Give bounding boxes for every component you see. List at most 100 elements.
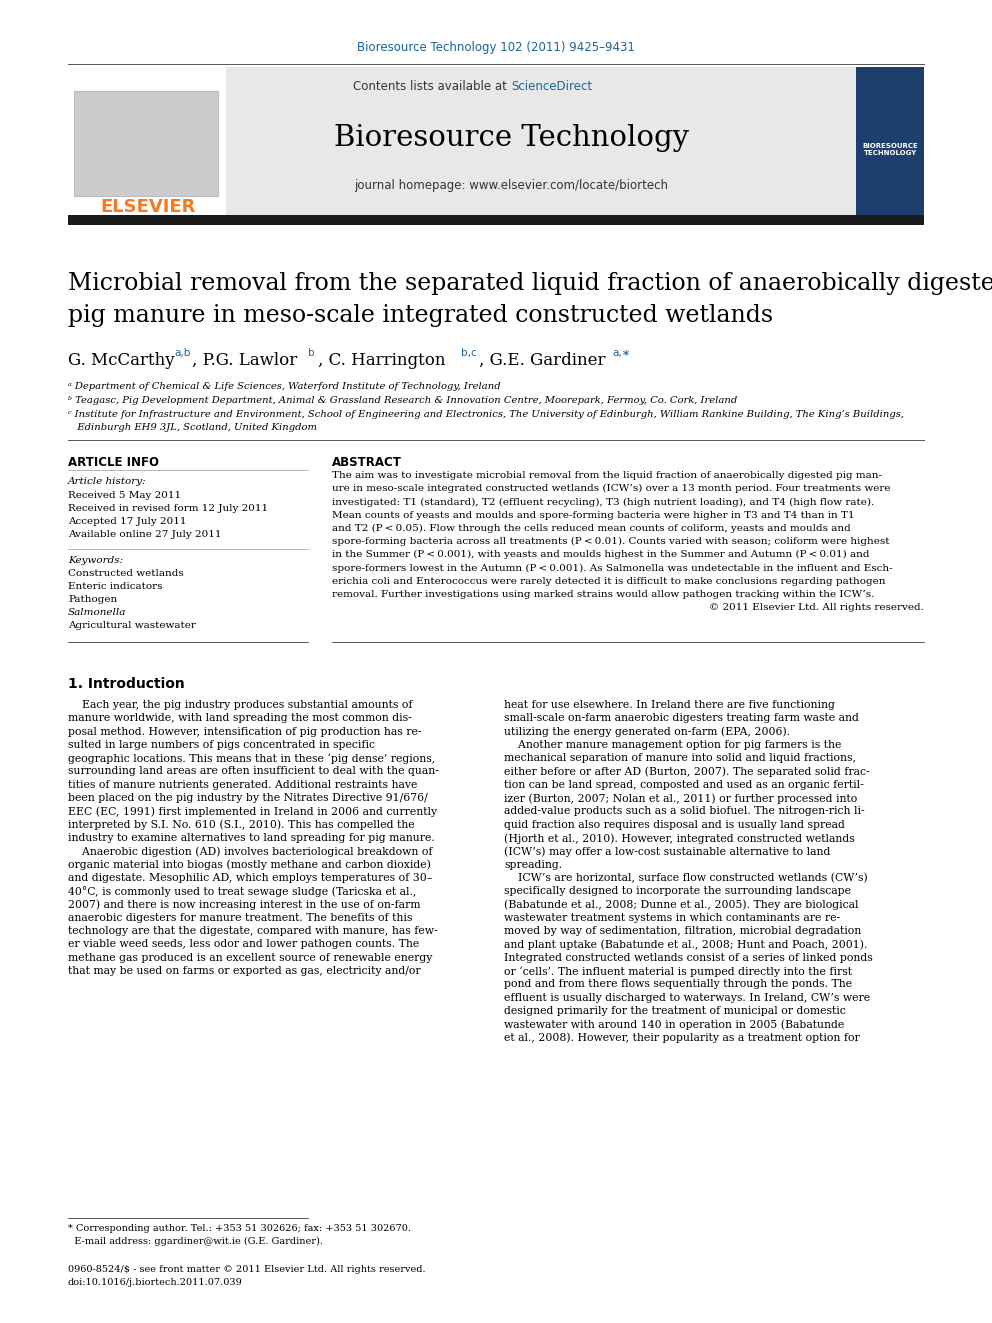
Text: or ‘cells’. The influent material is pumped directly into the first: or ‘cells’. The influent material is pum… — [504, 966, 852, 976]
Text: methane gas produced is an excellent source of renewable energy: methane gas produced is an excellent sou… — [68, 953, 433, 963]
Text: er viable weed seeds, less odor and lower pathogen counts. The: er viable weed seeds, less odor and lowe… — [68, 939, 420, 950]
Text: pond and from there flows sequentially through the ponds. The: pond and from there flows sequentially t… — [504, 979, 852, 990]
Text: Available online 27 July 2011: Available online 27 July 2011 — [68, 531, 221, 538]
Text: been placed on the pig industry by the Nitrates Directive 91/676/: been placed on the pig industry by the N… — [68, 792, 428, 803]
Text: ᶜ Institute for Infrastructure and Environment, School of Engineering and Electr: ᶜ Institute for Infrastructure and Envir… — [68, 410, 904, 419]
Text: Another manure management option for pig farmers is the: Another manure management option for pig… — [504, 740, 841, 750]
Bar — [68, 216, 924, 225]
Text: Contents lists available at: Contents lists available at — [353, 81, 511, 94]
Text: and digestate. Mesophilic AD, which employs temperatures of 30–: and digestate. Mesophilic AD, which empl… — [68, 873, 433, 882]
Text: technology are that the digestate, compared with manure, has few-: technology are that the digestate, compa… — [68, 926, 437, 937]
Text: industry to examine alternatives to land spreading for pig manure.: industry to examine alternatives to land… — [68, 833, 434, 843]
Text: Anaerobic digestion (AD) involves bacteriological breakdown of: Anaerobic digestion (AD) involves bacter… — [68, 847, 433, 857]
Text: ABSTRACT: ABSTRACT — [332, 456, 402, 468]
Text: specifically designed to incorporate the surrounding landscape: specifically designed to incorporate the… — [504, 886, 851, 896]
Text: pig manure in meso-scale integrated constructed wetlands: pig manure in meso-scale integrated cons… — [68, 304, 773, 327]
Bar — [68, 67, 226, 216]
Text: Each year, the pig industry produces substantial amounts of: Each year, the pig industry produces sub… — [68, 700, 413, 710]
Text: investigated: T1 (standard), T2 (effluent recycling), T3 (high nutrient loading): investigated: T1 (standard), T2 (effluen… — [332, 497, 874, 507]
Text: Bioresource Technology: Bioresource Technology — [333, 124, 688, 152]
Text: Constructed wetlands: Constructed wetlands — [68, 569, 184, 578]
Text: The aim was to investigate microbial removal from the liquid fraction of anaerob: The aim was to investigate microbial rem… — [332, 471, 882, 480]
Text: Accepted 17 July 2011: Accepted 17 July 2011 — [68, 517, 186, 527]
Text: Enteric indicators: Enteric indicators — [68, 582, 163, 591]
Text: manure worldwide, with land spreading the most common dis-: manure worldwide, with land spreading th… — [68, 713, 412, 724]
Text: organic material into biogas (mostly methane and carbon dioxide): organic material into biogas (mostly met… — [68, 860, 431, 871]
Text: in the Summer (P < 0.001), with yeasts and moulds highest in the Summer and Autu: in the Summer (P < 0.001), with yeasts a… — [332, 550, 870, 560]
Text: anaerobic digesters for manure treatment. The benefits of this: anaerobic digesters for manure treatment… — [68, 913, 413, 923]
Text: doi:10.1016/j.biortech.2011.07.039: doi:10.1016/j.biortech.2011.07.039 — [68, 1278, 243, 1287]
Text: ure in meso-scale integrated constructed wetlands (ICW’s) over a 13 month period: ure in meso-scale integrated constructed… — [332, 484, 891, 493]
Text: Integrated constructed wetlands consist of a series of linked ponds: Integrated constructed wetlands consist … — [504, 953, 873, 963]
Text: Microbial removal from the separated liquid fraction of anaerobically digested: Microbial removal from the separated liq… — [68, 273, 992, 295]
Text: (ICW’s) may offer a low-cost sustainable alternative to land: (ICW’s) may offer a low-cost sustainable… — [504, 847, 830, 857]
Text: erichia coli and Enterococcus were rarely detected it is difficult to make concl: erichia coli and Enterococcus were rarel… — [332, 577, 886, 586]
Text: posal method. However, intensification of pig production has re-: posal method. However, intensification o… — [68, 726, 422, 737]
Text: sulted in large numbers of pigs concentrated in specific: sulted in large numbers of pigs concentr… — [68, 740, 375, 750]
Text: izer (Burton, 2007; Nolan et al., 2011) or further processed into: izer (Burton, 2007; Nolan et al., 2011) … — [504, 792, 857, 803]
Text: interpreted by S.I. No. 610 (S.I., 2010). This has compelled the: interpreted by S.I. No. 610 (S.I., 2010)… — [68, 820, 415, 831]
Text: and T2 (P < 0.05). Flow through the cells reduced mean counts of coliform, yeast: and T2 (P < 0.05). Flow through the cell… — [332, 524, 851, 533]
Text: mechanical separation of manure into solid and liquid fractions,: mechanical separation of manure into sol… — [504, 753, 856, 763]
Text: ICW’s are horizontal, surface flow constructed wetlands (CW’s): ICW’s are horizontal, surface flow const… — [504, 873, 868, 884]
Text: geographic locations. This means that in these ‘pig dense’ regions,: geographic locations. This means that in… — [68, 753, 435, 763]
Text: heat for use elsewhere. In Ireland there are five functioning: heat for use elsewhere. In Ireland there… — [504, 700, 835, 710]
Text: either before or after AD (Burton, 2007). The separated solid frac-: either before or after AD (Burton, 2007)… — [504, 766, 870, 777]
Text: ARTICLE INFO: ARTICLE INFO — [68, 456, 159, 468]
Text: tities of manure nutrients generated. Additional restraints have: tities of manure nutrients generated. Ad… — [68, 779, 418, 790]
Text: (Babatunde et al., 2008; Dunne et al., 2005). They are biological: (Babatunde et al., 2008; Dunne et al., 2… — [504, 900, 858, 910]
Text: Edinburgh EH9 3JL, Scotland, United Kingdom: Edinburgh EH9 3JL, Scotland, United King… — [68, 423, 317, 433]
Text: wastewater with around 140 in operation in 2005 (Babatunde: wastewater with around 140 in operation … — [504, 1019, 844, 1029]
Bar — [74, 91, 218, 196]
Bar — [856, 67, 924, 216]
Text: added-value products such as a solid biofuel. The nitrogen-rich li-: added-value products such as a solid bio… — [504, 807, 865, 816]
Text: © 2011 Elsevier Ltd. All rights reserved.: © 2011 Elsevier Ltd. All rights reserved… — [709, 603, 924, 613]
Text: b: b — [308, 348, 314, 359]
Text: , C. Harrington: , C. Harrington — [318, 352, 445, 369]
Text: 2007) and there is now increasing interest in the use of on-farm: 2007) and there is now increasing intere… — [68, 900, 421, 910]
Text: 40°C, is commonly used to treat sewage sludge (Taricska et al.,: 40°C, is commonly used to treat sewage s… — [68, 886, 417, 897]
Text: designed primarily for the treatment of municipal or domestic: designed primarily for the treatment of … — [504, 1005, 846, 1016]
Text: that may be used on farms or exported as gas, electricity and/or: that may be used on farms or exported as… — [68, 966, 421, 976]
Text: wastewater treatment systems in which contaminants are re-: wastewater treatment systems in which co… — [504, 913, 840, 923]
Text: Mean counts of yeasts and moulds and spore-forming bacteria were higher in T3 an: Mean counts of yeasts and moulds and spo… — [332, 511, 855, 520]
Text: (Hjorth et al., 2010). However, integrated constructed wetlands: (Hjorth et al., 2010). However, integrat… — [504, 833, 855, 844]
Text: , P.G. Lawlor: , P.G. Lawlor — [192, 352, 298, 369]
Text: Salmonella: Salmonella — [68, 609, 126, 617]
Text: , G.E. Gardiner: , G.E. Gardiner — [479, 352, 605, 369]
Text: EEC (EC, 1991) first implemented in Ireland in 2006 and currently: EEC (EC, 1991) first implemented in Irel… — [68, 807, 437, 818]
Text: surrounding land areas are often insufficient to deal with the quan-: surrounding land areas are often insuffi… — [68, 766, 438, 777]
Text: BIORESOURCE
TECHNOLOGY: BIORESOURCE TECHNOLOGY — [862, 143, 918, 156]
Text: ScienceDirect: ScienceDirect — [511, 81, 592, 94]
Bar — [68, 67, 856, 216]
Text: 0960-8524/$ - see front matter © 2011 Elsevier Ltd. All rights reserved.: 0960-8524/$ - see front matter © 2011 El… — [68, 1265, 426, 1274]
Text: ᵃ Department of Chemical & Life Sciences, Waterford Institute of Technology, Ire: ᵃ Department of Chemical & Life Sciences… — [68, 382, 501, 392]
Text: 1. Introduction: 1. Introduction — [68, 677, 185, 691]
Text: et al., 2008). However, their popularity as a treatment option for: et al., 2008). However, their popularity… — [504, 1032, 860, 1043]
Text: Received in revised form 12 July 2011: Received in revised form 12 July 2011 — [68, 504, 268, 513]
Text: small-scale on-farm anaerobic digesters treating farm waste and: small-scale on-farm anaerobic digesters … — [504, 713, 859, 724]
Text: a,b: a,b — [174, 348, 190, 359]
Text: removal. Further investigations using marked strains would allow pathogen tracki: removal. Further investigations using ma… — [332, 590, 874, 599]
Text: journal homepage: www.elsevier.com/locate/biortech: journal homepage: www.elsevier.com/locat… — [354, 180, 668, 193]
Text: ᵇ Teagasc, Pig Development Department, Animal & Grassland Research & Innovation : ᵇ Teagasc, Pig Development Department, A… — [68, 396, 737, 405]
Text: Agricultural wastewater: Agricultural wastewater — [68, 620, 195, 630]
Text: Article history:: Article history: — [68, 478, 147, 486]
Text: Received 5 May 2011: Received 5 May 2011 — [68, 491, 182, 500]
Text: b,c: b,c — [461, 348, 477, 359]
Text: spore-forming bacteria across all treatments (P < 0.01). Counts varied with seas: spore-forming bacteria across all treatm… — [332, 537, 890, 546]
Text: effluent is usually discharged to waterways. In Ireland, CW’s were: effluent is usually discharged to waterw… — [504, 992, 870, 1003]
Text: quid fraction also requires disposal and is usually land spread: quid fraction also requires disposal and… — [504, 820, 845, 830]
Text: Bioresource Technology 102 (2011) 9425–9431: Bioresource Technology 102 (2011) 9425–9… — [357, 41, 635, 54]
Text: G. McCarthy: G. McCarthy — [68, 352, 175, 369]
Text: Keywords:: Keywords: — [68, 556, 123, 565]
Text: spore-formers lowest in the Autumn (P < 0.001). As Salmonella was undetectable i: spore-formers lowest in the Autumn (P < … — [332, 564, 893, 573]
Text: E-mail address: ggardiner@wit.ie (G.E. Gardiner).: E-mail address: ggardiner@wit.ie (G.E. G… — [68, 1237, 323, 1246]
Text: Pathogen: Pathogen — [68, 595, 117, 605]
Text: * Corresponding author. Tel.: +353 51 302626; fax: +353 51 302670.: * Corresponding author. Tel.: +353 51 30… — [68, 1224, 411, 1233]
Text: moved by way of sedimentation, filtration, microbial degradation: moved by way of sedimentation, filtratio… — [504, 926, 861, 937]
Text: and plant uptake (Babatunde et al., 2008; Hunt and Poach, 2001).: and plant uptake (Babatunde et al., 2008… — [504, 939, 867, 950]
Text: utilizing the energy generated on-farm (EPA, 2006).: utilizing the energy generated on-farm (… — [504, 726, 790, 737]
Text: tion can be land spread, composted and used as an organic fertil-: tion can be land spread, composted and u… — [504, 779, 864, 790]
Text: a,∗: a,∗ — [612, 348, 631, 359]
